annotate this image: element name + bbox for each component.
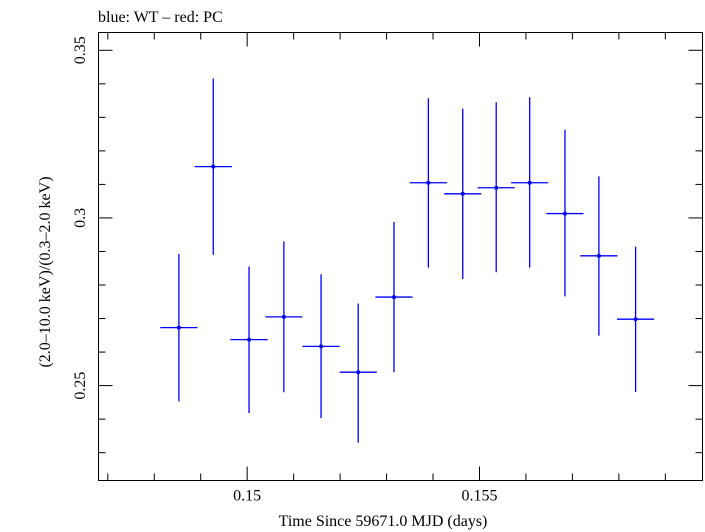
data-point xyxy=(176,325,181,330)
data-point xyxy=(460,191,465,196)
data-point xyxy=(527,180,532,185)
plot-frame xyxy=(98,32,703,481)
data-point xyxy=(596,253,601,258)
data-point xyxy=(247,337,252,342)
x-axis-label: Time Since 59671.0 MJD (days) xyxy=(279,513,488,530)
chart-title: blue: WT – red: PC xyxy=(98,9,223,26)
y-axis-label: (2.0–10.0 keV)/(0.3–2.0 keV) xyxy=(37,176,54,367)
data-point xyxy=(211,164,216,169)
y-tick-label: 0.35 xyxy=(72,36,89,64)
y-tick-label: 0.3 xyxy=(72,208,89,228)
data-point xyxy=(562,211,567,216)
data-point xyxy=(391,295,396,300)
data-point xyxy=(281,314,286,319)
data-point xyxy=(426,180,431,185)
data-point xyxy=(356,370,361,375)
y-tick-label: 0.25 xyxy=(72,372,89,400)
data-series xyxy=(160,78,655,443)
data-point xyxy=(633,317,638,322)
data-point xyxy=(319,344,324,349)
data-point xyxy=(494,185,499,190)
axis-ticks xyxy=(98,32,703,481)
x-tick-label: 0.155 xyxy=(461,488,497,505)
x-tick-label: 0.15 xyxy=(233,488,261,505)
tick-labels: 0.15 0.155 0.25 0.3 0.35 xyxy=(72,36,497,504)
